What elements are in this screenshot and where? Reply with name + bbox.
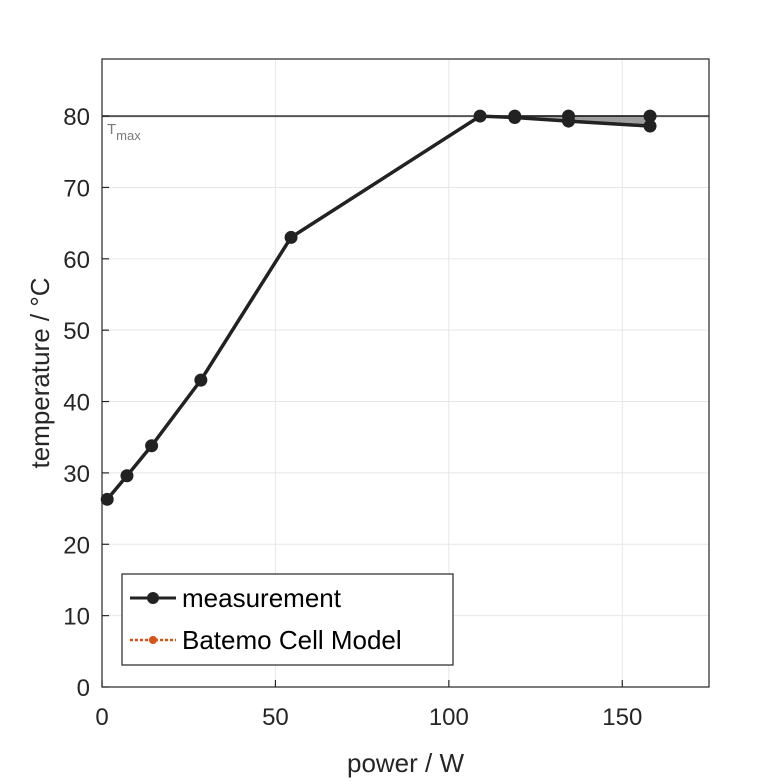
y-tick-label: 0	[77, 675, 90, 702]
y-tick-label: 10	[63, 604, 90, 631]
x-tick-label: 50	[262, 704, 289, 731]
tmax-label: Tmax	[107, 121, 141, 143]
band-upper-point	[508, 109, 522, 123]
y-axis-title: temperature / °C	[25, 277, 55, 468]
y-tick-label: 60	[63, 247, 90, 274]
legend-swatch-measurement-marker	[147, 592, 159, 604]
band-upper-point	[562, 109, 576, 123]
x-tick-label: 100	[429, 704, 469, 731]
tmax-label-sub: max	[116, 128, 141, 143]
series	[100, 109, 657, 506]
y-tick-label: 80	[63, 104, 90, 131]
x-tick-label: 150	[602, 704, 642, 731]
tmax-label-main: T	[107, 121, 116, 138]
data-point	[643, 119, 657, 133]
data-point	[473, 109, 487, 123]
y-tick-label: 40	[63, 390, 90, 417]
legend-box	[121, 573, 454, 666]
y-tick-label: 30	[63, 461, 90, 488]
plot-frame	[101, 58, 710, 688]
legend[interactable]: measurement Batemo Cell Model	[121, 573, 454, 666]
y-tick-label: 70	[63, 175, 90, 202]
legend-label-batemo-cell-model: Batemo Cell Model	[182, 625, 402, 655]
y-tick-label: 20	[63, 532, 90, 559]
data-point	[194, 373, 208, 387]
legend-swatch-batemo-marker	[149, 636, 157, 644]
data-point	[100, 492, 114, 506]
band-upper-point	[643, 109, 657, 123]
legend-label-measurement: measurement	[182, 583, 342, 613]
axis-ticks: 0 50 100 150 0 10 20 30 40 50 60 70 80	[63, 104, 642, 731]
y-tick-label: 50	[63, 318, 90, 345]
x-axis-title: power / W	[347, 748, 464, 778]
data-point	[284, 230, 298, 244]
x-tick-label: 0	[95, 704, 108, 731]
data-point	[120, 469, 134, 483]
data-point	[145, 439, 159, 453]
